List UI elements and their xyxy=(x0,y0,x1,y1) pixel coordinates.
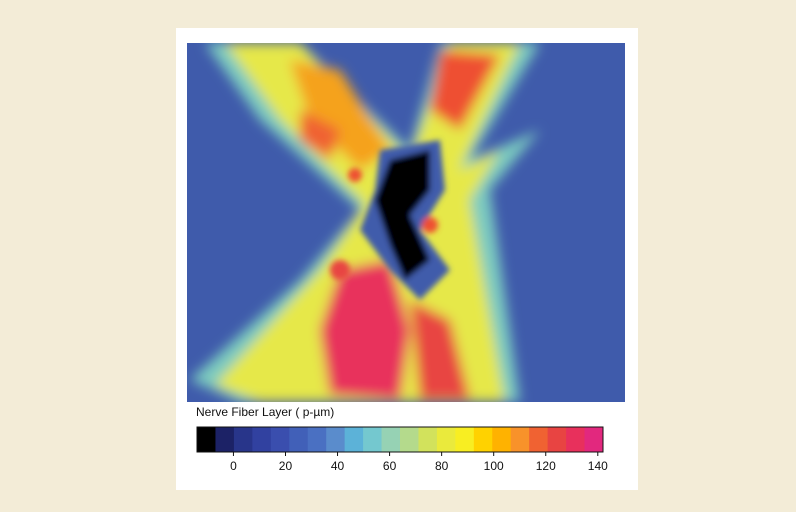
color-segment xyxy=(510,427,530,452)
color-segment xyxy=(418,427,438,452)
color-segment xyxy=(436,427,456,452)
tick-label: 40 xyxy=(331,459,345,473)
tick-label: 120 xyxy=(536,459,556,473)
tick-label: 20 xyxy=(279,459,293,473)
color-segment xyxy=(566,427,586,452)
color-segment xyxy=(584,427,604,452)
tick-label: 100 xyxy=(484,459,504,473)
color-segment xyxy=(270,427,290,452)
color-segment xyxy=(307,427,327,452)
color-segment xyxy=(547,427,567,452)
color-segment xyxy=(197,427,216,452)
color-segment xyxy=(215,427,235,452)
color-segment xyxy=(344,427,364,452)
color-segment xyxy=(363,427,383,452)
color-segment xyxy=(289,427,309,452)
tick-label: 0 xyxy=(230,459,237,473)
color-segment xyxy=(381,427,401,452)
colorbar-frame xyxy=(196,426,604,453)
tick-label: 60 xyxy=(383,459,397,473)
colorbar-label: Nerve Fiber Layer ( p-µm) xyxy=(196,405,334,419)
colorbar xyxy=(197,427,604,452)
tick-label: 80 xyxy=(435,459,449,473)
thickness-map xyxy=(187,43,625,402)
color-segment xyxy=(529,427,549,452)
color-segment xyxy=(400,427,419,452)
color-segment xyxy=(233,427,253,452)
color-segment xyxy=(252,427,272,452)
color-segment xyxy=(492,427,512,452)
color-segment xyxy=(473,427,493,452)
color-segment xyxy=(455,427,475,452)
tick-label: 140 xyxy=(588,459,608,473)
color-segment xyxy=(326,427,346,452)
